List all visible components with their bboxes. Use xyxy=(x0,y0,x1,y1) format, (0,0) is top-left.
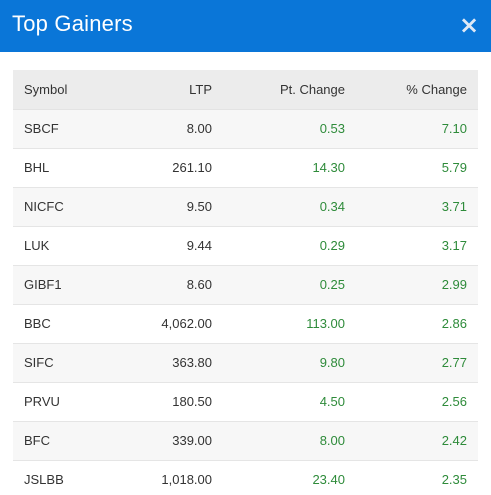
cell-ltp: 4,062.00 xyxy=(123,304,223,344)
table-row[interactable]: NICFC 9.50 0.34 3.71 xyxy=(13,187,478,227)
cell-symbol: GIBF1 xyxy=(13,265,123,305)
cell-symbol: BFC xyxy=(13,421,123,461)
table-row[interactable]: GIBF1 8.60 0.25 2.99 xyxy=(13,265,478,305)
table-row[interactable]: BFC 339.00 8.00 2.42 xyxy=(13,421,478,461)
table-row[interactable]: LUK 9.44 0.29 3.17 xyxy=(13,226,478,266)
cell-symbol: LUK xyxy=(13,226,123,266)
modal-title: Top Gainers xyxy=(12,11,133,36)
cell-pct-change: 3.71 xyxy=(356,187,478,227)
close-icon[interactable]: × xyxy=(458,11,480,39)
cell-ltp: 363.80 xyxy=(123,343,223,383)
cell-symbol: NICFC xyxy=(13,187,123,227)
cell-pt-change: 0.25 xyxy=(223,265,356,305)
cell-pt-change: 0.53 xyxy=(223,109,356,149)
column-header-ltp[interactable]: LTP xyxy=(123,70,223,110)
cell-symbol: PRVU xyxy=(13,382,123,422)
cell-symbol: SBCF xyxy=(13,109,123,149)
table-header-row: Symbol LTP Pt. Change % Change xyxy=(13,70,478,110)
cell-ltp: 9.50 xyxy=(123,187,223,227)
cell-pct-change: 3.17 xyxy=(356,226,478,266)
cell-ltp: 9.44 xyxy=(123,226,223,266)
cell-pct-change: 2.56 xyxy=(356,382,478,422)
gainers-table-container: Symbol LTP Pt. Change % Change SBCF 8.00 0… xyxy=(13,70,478,495)
column-header-symbol[interactable]: Symbol xyxy=(13,70,123,110)
cell-pt-change: 23.40 xyxy=(223,460,356,495)
cell-pt-change: 4.50 xyxy=(223,382,356,422)
cell-ltp: 8.00 xyxy=(123,109,223,149)
cell-ltp: 261.10 xyxy=(123,148,223,188)
cell-ltp: 1,018.00 xyxy=(123,460,223,495)
table-row[interactable]: SIFC 363.80 9.80 2.77 xyxy=(13,343,478,383)
cell-symbol: JSLBB xyxy=(13,460,123,495)
cell-pct-change: 2.35 xyxy=(356,460,478,495)
table-row[interactable]: PRVU 180.50 4.50 2.56 xyxy=(13,382,478,422)
cell-symbol: BHL xyxy=(13,148,123,188)
table-row[interactable]: JSLBB 1,018.00 23.40 2.35 xyxy=(13,460,478,495)
gainers-table: Symbol LTP Pt. Change % Change SBCF 8.00 0… xyxy=(13,70,478,495)
cell-pt-change: 113.00 xyxy=(223,304,356,344)
cell-ltp: 339.00 xyxy=(123,421,223,461)
cell-pt-change: 8.00 xyxy=(223,421,356,461)
cell-pt-change: 0.34 xyxy=(223,187,356,227)
cell-pt-change: 0.29 xyxy=(223,226,356,266)
cell-pct-change: 2.99 xyxy=(356,265,478,305)
cell-pct-change: 7.10 xyxy=(356,109,478,149)
cell-symbol: SIFC xyxy=(13,343,123,383)
cell-ltp: 8.60 xyxy=(123,265,223,305)
column-header-pt-change[interactable]: Pt. Change xyxy=(223,70,356,110)
cell-ltp: 180.50 xyxy=(123,382,223,422)
cell-pct-change: 2.42 xyxy=(356,421,478,461)
table-row[interactable]: SBCF 8.00 0.53 7.10 xyxy=(13,109,478,149)
cell-pt-change: 9.80 xyxy=(223,343,356,383)
table-row[interactable]: BBC 4,062.00 113.00 2.86 xyxy=(13,304,478,344)
cell-pct-change: 5.79 xyxy=(356,148,478,188)
cell-symbol: BBC xyxy=(13,304,123,344)
cell-pct-change: 2.77 xyxy=(356,343,478,383)
table-row[interactable]: BHL 261.10 14.30 5.79 xyxy=(13,148,478,188)
column-header-pct-change[interactable]: % Change xyxy=(356,70,478,110)
cell-pct-change: 2.86 xyxy=(356,304,478,344)
cell-pt-change: 14.30 xyxy=(223,148,356,188)
modal-header: Top Gainers × xyxy=(0,0,491,52)
